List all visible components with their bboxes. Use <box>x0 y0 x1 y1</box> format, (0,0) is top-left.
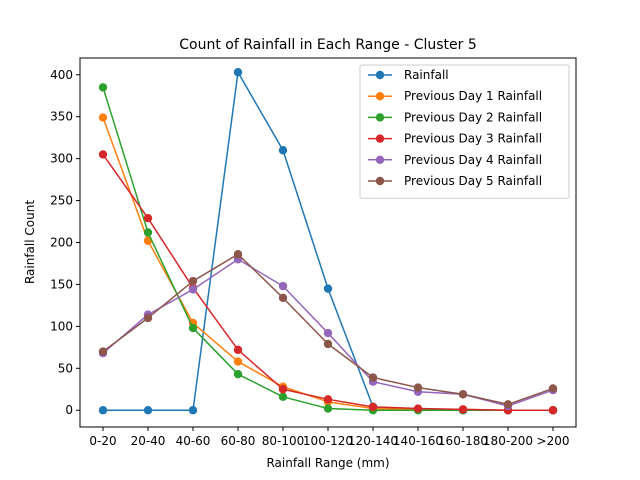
data-point <box>278 293 288 303</box>
data-point <box>143 313 153 323</box>
legend-label: Previous Day 1 Rainfall <box>404 89 542 103</box>
plot-series <box>98 68 558 415</box>
y-tick-label: 0 <box>65 403 73 417</box>
x-tick-label: 60-80 <box>221 434 256 448</box>
y-tick-label: 250 <box>50 194 73 208</box>
data-point <box>233 369 243 379</box>
data-point <box>548 406 558 415</box>
data-point <box>188 323 198 333</box>
data-point <box>98 347 108 356</box>
y-tick-label: 400 <box>50 68 73 82</box>
series-6 <box>98 250 558 409</box>
data-point <box>143 228 153 237</box>
x-axis: 0-20 20-40 40-60 60-80 80-100100-120120-1401… <box>89 427 569 448</box>
data-point <box>323 395 333 404</box>
y-tick-label: 200 <box>50 236 73 250</box>
legend-marker <box>375 113 385 122</box>
data-point <box>323 339 333 349</box>
x-tick-label: 100-120 <box>303 434 353 448</box>
x-tick-label: 160-180 <box>438 434 488 448</box>
y-tick-label: 350 <box>50 110 73 124</box>
data-point <box>278 146 288 155</box>
legend-entry: Previous Day 5 Rainfall <box>368 174 542 188</box>
data-point <box>278 392 288 402</box>
x-tick-label: 180-200 <box>483 434 533 448</box>
data-point <box>98 150 108 159</box>
y-axis-label: Rainfall Count <box>23 200 37 284</box>
data-point <box>98 83 108 92</box>
data-point <box>188 406 198 415</box>
legend-label: Previous Day 3 Rainfall <box>404 132 542 146</box>
x-tick-label: 120-140 <box>348 434 398 448</box>
data-point <box>503 400 513 409</box>
y-axis: 0 50 100 150 200 250 300 350 400 <box>50 68 80 417</box>
data-point <box>368 402 378 412</box>
data-point <box>458 405 468 414</box>
legend-label: Previous Day 4 Rainfall <box>404 153 542 167</box>
legend-entry: Previous Day 1 Rainfall <box>368 89 542 103</box>
legend-label: Rainfall <box>404 68 449 82</box>
data-point <box>413 383 423 392</box>
data-point <box>98 406 108 415</box>
legend-entry: Previous Day 3 Rainfall <box>368 132 542 146</box>
data-point <box>188 285 198 294</box>
legend-marker <box>375 155 385 164</box>
y-tick-label: 150 <box>50 277 73 291</box>
data-point <box>143 406 153 415</box>
data-point <box>413 404 423 413</box>
data-point <box>143 213 153 223</box>
legend-entry: Previous Day 2 Rainfall <box>368 110 542 124</box>
data-point <box>233 250 243 259</box>
chart-title: Count of Rainfall in Each Range - Cluste… <box>179 37 477 53</box>
data-point <box>323 284 333 293</box>
legend-label: Previous Day 2 Rainfall <box>404 110 542 124</box>
y-tick-label: 100 <box>50 319 73 333</box>
x-tick-label: 40-60 <box>176 434 211 448</box>
data-point <box>278 385 288 394</box>
legend: Rainfall Previous Day 1 Rainfall Previous … <box>359 64 570 199</box>
legend-entry: Rainfall <box>368 68 449 82</box>
y-tick-label: 50 <box>58 361 73 375</box>
legend-entry: Previous Day 4 Rainfall <box>368 153 542 167</box>
series-5 <box>98 255 558 411</box>
x-tick-label: 140-160 <box>393 434 443 448</box>
legend-box <box>359 64 570 199</box>
legend-marker <box>375 176 385 186</box>
x-axis-label: Rainfall Range (mm) <box>266 456 389 470</box>
data-point <box>98 113 108 122</box>
y-tick-label: 300 <box>50 152 73 166</box>
x-tick-label: >200 <box>537 434 570 448</box>
data-point <box>188 276 198 286</box>
data-point <box>233 357 243 366</box>
data-point <box>323 328 333 338</box>
data-point <box>548 384 558 393</box>
data-point <box>323 404 333 413</box>
legend-marker <box>375 92 385 101</box>
x-tick-label: 20-40 <box>131 434 166 448</box>
legend-marker <box>375 70 385 80</box>
legend-marker <box>375 134 385 143</box>
data-point <box>233 345 243 355</box>
data-point <box>233 68 243 77</box>
data-point <box>278 281 288 291</box>
data-point <box>368 373 378 382</box>
x-tick-label: 80-100 <box>262 434 305 448</box>
x-tick-label: 0-20 <box>89 434 116 448</box>
legend-label: Previous Day 5 Rainfall <box>404 174 542 188</box>
data-point <box>458 390 468 399</box>
data-point <box>143 236 153 246</box>
